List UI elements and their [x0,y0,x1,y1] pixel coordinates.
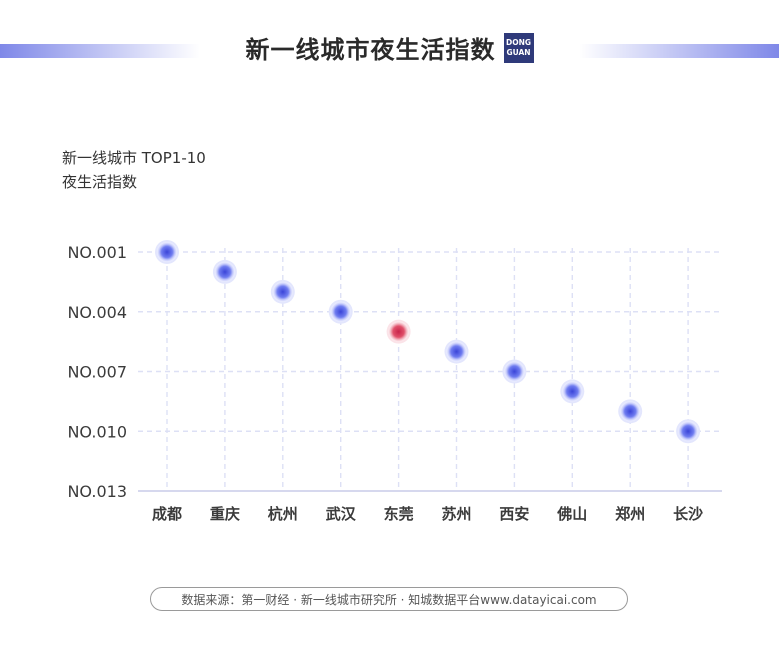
data-point [618,399,643,424]
subtitle-line-2: 夜生活指数 [62,173,138,191]
grid [138,248,722,492]
x-category-label: 佛山 [556,505,587,523]
x-category-label: 东莞 [384,505,414,523]
header: 新一线城市夜生活指数 DONG GUAN [0,30,779,65]
x-category-label: 杭州 [268,505,298,523]
logo-line-1: DONG [505,37,532,47]
x-category-label: 成都 [152,505,182,523]
x-category-label: 西安 [499,505,529,523]
x-category-label: 武汉 [326,505,357,523]
header-stripe-left [0,44,200,58]
data-point-highlight [386,319,411,344]
y-tick-label: NO.001 [67,243,127,262]
data-point [328,299,353,324]
y-tick-label: NO.007 [67,363,127,382]
data-point [502,359,527,384]
data-point [155,240,179,264]
chart-subtitle: 新一线城市 TOP1-10 夜生活指数 [62,146,206,194]
dongguan-logo: DONG GUAN [503,32,534,63]
data-point [270,279,295,304]
x-category-label: 郑州 [615,505,645,523]
header-stripe-right [579,44,779,58]
data-point [560,379,585,404]
source-note: 数据来源：第一财经 · 新一线城市研究所 · 知城数据平台www.datayic… [150,587,628,611]
x-category-label: 苏州 [441,505,471,523]
data-point [212,259,237,284]
x-category-label: 长沙 [673,505,703,523]
chart-title: 新一线城市夜生活指数 [245,36,496,64]
data-point [444,339,469,364]
axes: NO.001 NO.004 NO.007 NO.010 NO.013 成都 重庆 杭州 武汉 东莞… [67,243,703,523]
logo-line-2: GUAN [506,47,531,57]
data-point [676,419,701,444]
y-tick-label: NO.004 [67,303,127,322]
y-tick-label: NO.010 [67,422,127,441]
subtitle-line-1: 新一线城市 TOP1-10 [62,149,206,167]
y-tick-label: NO.013 [67,482,127,501]
x-category-label: 重庆 [210,505,240,523]
data-points [155,240,701,444]
